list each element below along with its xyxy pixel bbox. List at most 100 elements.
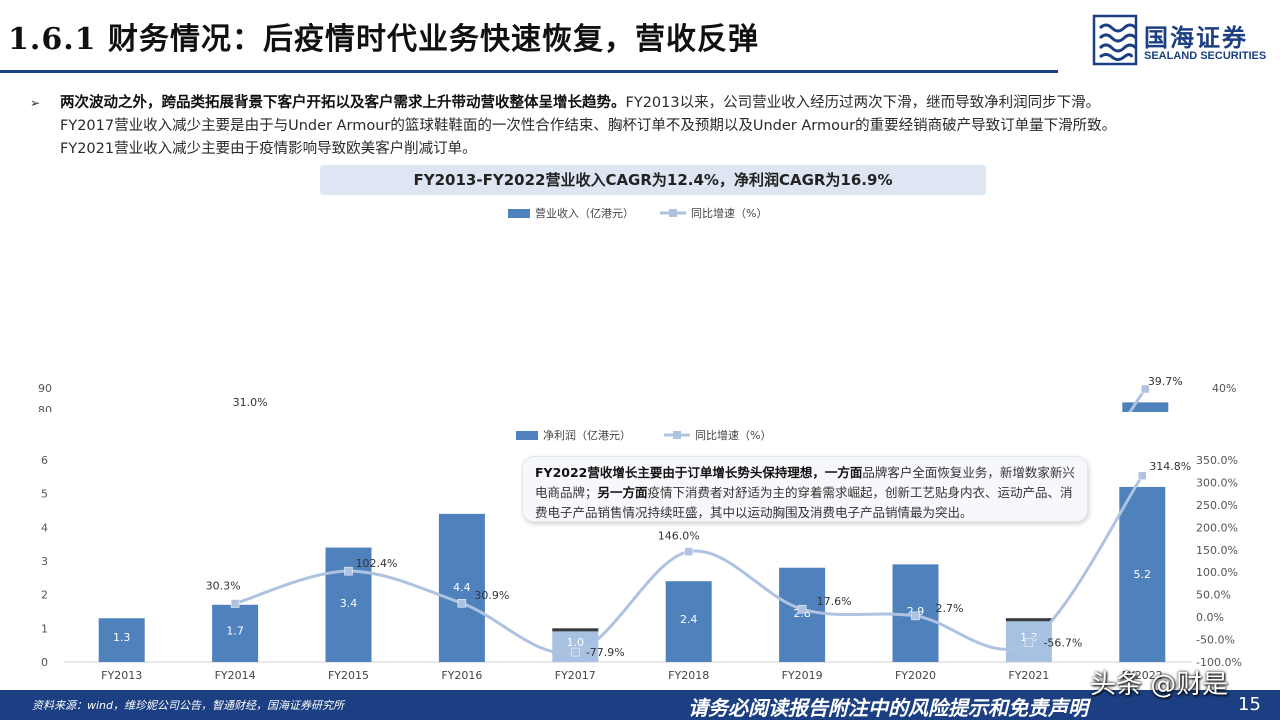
data-source: 资料来源：wind，维珍妮公司公告，智通财经，国海证券研究所 <box>32 699 345 712</box>
right-y-tick-label: 40% <box>1212 382 1236 395</box>
left-y-tick-label: 1 <box>41 622 48 635</box>
right-y-tick-label: 100.0% <box>1196 566 1238 579</box>
cagr-banner: FY2013-FY2022营业收入CAGR为12.4%，净利润CAGR为16.9… <box>320 165 986 195</box>
left-y-tick-label: 4 <box>41 521 48 534</box>
growth-value-label: 2.7% <box>936 602 964 615</box>
right-y-tick-label: -100.0% <box>1196 656 1242 669</box>
x-tick-label: FY2016 <box>441 669 482 682</box>
legend-bar-swatch <box>508 209 530 218</box>
left-y-tick-label: 80 <box>38 404 52 412</box>
growth-marker <box>344 566 353 576</box>
legend-line-label: 同比增速（%） <box>695 428 771 442</box>
left-y-tick-label: 2 <box>41 589 48 602</box>
growth-marker <box>797 604 807 614</box>
x-tick-label: FY2018 <box>668 669 709 682</box>
growth-value-label: -77.9% <box>586 646 625 659</box>
legend-bar-label: 营业收入（亿港元） <box>535 206 634 220</box>
revenue-chart: 0102030405060708090-20%-10%0%10%20%30%40… <box>38 206 1236 412</box>
title-divider <box>0 70 1058 73</box>
growth-value-label: 146.0% <box>658 530 700 543</box>
x-tick-label: FY2021 <box>1008 669 1049 682</box>
bar-value-label: 5.2 <box>1134 568 1152 581</box>
bar-value-label: 1.7 <box>226 625 244 638</box>
growth-line <box>1128 388 1147 412</box>
bar <box>665 581 712 662</box>
legend-line-label: 同比增速（%） <box>691 206 767 220</box>
bar <box>325 547 372 662</box>
growth-marker <box>911 611 920 621</box>
right-y-tick-label: 350.0% <box>1196 454 1238 467</box>
bar-value-label: 1.3 <box>113 631 131 644</box>
bar-top-accent <box>1005 618 1052 622</box>
left-y-tick-label: 5 <box>41 488 48 501</box>
growth-value-label: 30.9% <box>474 589 509 602</box>
page-number: 15 <box>1238 694 1261 715</box>
growth-callout: FY2022营收增长主要由于订单增长势头保持理想，一方面品牌客户全面恢复业务，新… <box>522 456 1088 522</box>
left-y-tick-label: 3 <box>41 555 48 568</box>
growth-marker <box>571 647 580 657</box>
arrow-bullet-icon: ➢ <box>30 96 41 110</box>
growth-marker <box>1138 471 1147 481</box>
growth-marker <box>230 599 240 608</box>
legend-bar-swatch <box>516 431 538 440</box>
left-y-tick-label: 90 <box>38 382 52 395</box>
bar <box>1119 486 1166 662</box>
growth-value-label: 102.4% <box>356 557 398 570</box>
brand-logo: 国海证券 SEALAND SECURITIES <box>1092 14 1272 68</box>
x-tick-label: FY2022 <box>1122 669 1163 682</box>
right-y-tick-label: -50.0% <box>1196 634 1235 647</box>
net-profit-chart: 0 1 2 3 4 5 6 -100.0% -50.0% 0.0% 50.0% 100.0% 150.0… <box>41 428 1242 682</box>
right-y-tick-label: 200.0% <box>1196 521 1238 534</box>
growth-value-label: 31.0% <box>233 396 268 409</box>
x-tick-label: FY2017 <box>555 669 596 682</box>
callout-text-2: 疫情下消费者对舒适为主的穿着需求崛起，创新工艺贴身内衣、运动产品、消费电子产品销… <box>535 485 1073 520</box>
summary-line-3: FY2021营业收入减少主要由于疫情影响导致欧美客户削减订单。 <box>60 141 477 157</box>
x-tick-label: FY2019 <box>782 669 823 682</box>
legend-line-marker <box>669 209 677 217</box>
summary-line-1: FY2013以来，公司营业收入经历过两次下滑，继而导致净利润同步下滑。 <box>625 95 1101 111</box>
bar <box>438 513 485 662</box>
left-y-tick-label: 0 <box>41 656 48 669</box>
x-tick-label: FY2020 <box>895 669 936 682</box>
summary-paragraph: ➢ 两次波动之外，跨品类拓展背景下客户开拓以及客户需求上升带动营收整体呈增长趋势… <box>30 92 1260 161</box>
growth-marker <box>457 598 467 608</box>
bar <box>779 567 826 662</box>
right-y-tick-label: 150.0% <box>1196 544 1238 557</box>
growth-value-label: -56.7% <box>1043 637 1082 650</box>
callout-bold-3: 另一方面 <box>597 485 648 500</box>
right-y-tick-label: 250.0% <box>1196 499 1238 512</box>
left-y-tick-label: 6 <box>41 454 48 467</box>
growth-value-label: 39.7% <box>1148 375 1183 388</box>
footer-bar <box>0 690 1280 720</box>
page-title: 1.6.1 财务情况：后疫情时代业务快速恢复，营收反弹 <box>8 22 759 57</box>
summary-bold: 两次波动之外，跨品类拓展背景下客户开拓以及客户需求上升带动营收整体呈增长趋势。 <box>60 95 626 111</box>
x-tick-label: FY2014 <box>215 669 256 682</box>
bar-value-label: 3.4 <box>340 597 358 610</box>
callout-bold-2: 一方面 <box>824 465 863 480</box>
right-y-tick-label: 300.0% <box>1196 476 1238 489</box>
watermark: 头条 @财是 <box>1090 670 1229 700</box>
summary-line-2: FY2017营业收入减少主要是由于与Under Armour的篮球鞋鞋面的一次性… <box>60 118 1117 134</box>
bar <box>212 604 259 662</box>
x-tick-label: FY2013 <box>101 669 142 682</box>
wave-logo-icon <box>1092 14 1138 66</box>
growth-value-label: 17.6% <box>817 595 852 608</box>
disclaimer: 请务必阅读报告附注中的风险提示和免责声明 <box>688 696 1088 720</box>
bar <box>1122 402 1169 412</box>
growth-value-label: 30.3% <box>206 580 241 593</box>
x-tick-label: FY2015 <box>328 669 369 682</box>
growth-marker <box>684 547 693 556</box>
bar-value-label: 1.0 <box>567 636 585 649</box>
growth-marker <box>1141 384 1150 394</box>
right-y-tick-label: 0.0% <box>1196 611 1224 624</box>
right-y-tick-label: 50.0% <box>1196 589 1231 602</box>
bar <box>98 618 145 662</box>
logo-text-en: SEALAND SECURITIES <box>1144 50 1267 62</box>
legend-line-marker <box>673 431 681 439</box>
logo-text-cn: 国海证券 <box>1144 24 1248 52</box>
bar-top-accent <box>552 628 599 632</box>
growth-value-label: 314.8% <box>1149 460 1191 473</box>
legend-bar-label: 净利润（亿港元） <box>543 428 631 442</box>
growth-marker <box>1024 638 1034 647</box>
bar-value-label: 4.4 <box>453 581 471 594</box>
